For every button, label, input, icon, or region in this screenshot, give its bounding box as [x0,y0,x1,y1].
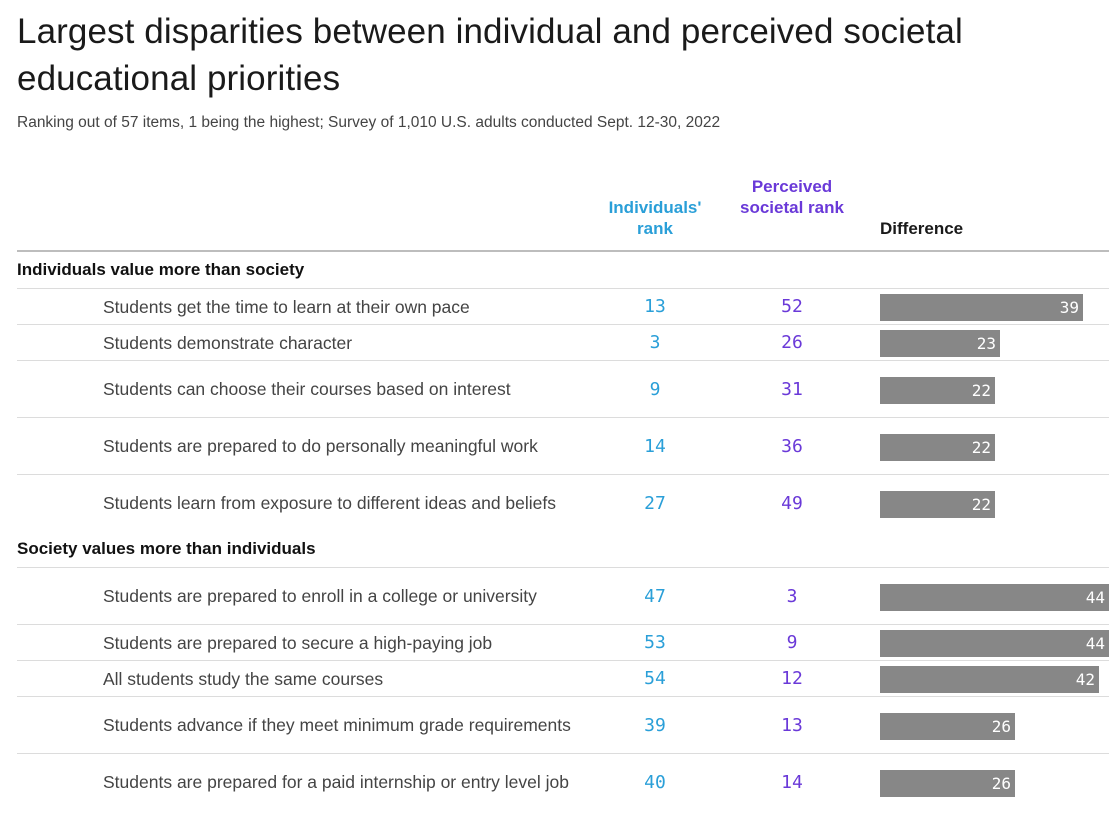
individuals-rank-value: 53 [644,632,666,653]
individuals-rank-value: 13 [644,296,666,317]
column-header-difference: Difference [880,219,964,238]
table-row: Students learn from exposure to differen… [17,474,1109,531]
individuals-rank-value: 27 [644,493,666,514]
row-divider [17,288,1109,289]
societal-rank-value: 49 [781,493,803,514]
difference-bar: 23 [880,330,1000,357]
difference-bar: 42 [880,666,1099,693]
difference-value: 44 [1085,634,1105,653]
difference-bar: 26 [880,770,1015,797]
difference-value: 44 [1085,588,1105,607]
row-label: Students are prepared for a paid interns… [103,772,569,792]
societal-rank-value: 13 [781,715,803,736]
row-divider [17,417,1109,418]
row-label: Students are prepared to do personally m… [103,436,538,456]
difference-value: 26 [991,717,1011,736]
difference-bar: 22 [880,434,995,461]
table-row: All students study the same courses 54 12 4… [17,660,1109,696]
individuals-rank-value: 40 [644,772,666,793]
row-label: Students are prepared to enroll in a col… [103,586,537,606]
table-row: Students are prepared to secure a high-p… [17,624,1109,660]
row-divider [17,360,1109,361]
individuals-rank-value: 14 [644,436,666,457]
table-row: Students are prepared to enroll in a col… [17,567,1109,624]
individuals-rank-value: 47 [644,586,666,607]
difference-bar: 26 [880,713,1015,740]
difference-value: 26 [991,774,1011,793]
societal-rank-value: 3 [786,586,798,607]
difference-bar: 39 [880,294,1083,321]
row-label: Students can choose their courses based … [103,379,511,399]
societal-rank-value: 12 [781,668,803,689]
table-row: Students are prepared for a paid interns… [17,753,1109,810]
row-label: Students demonstrate character [103,332,353,353]
column-header-perceived-societal-rank: Perceived societal rank [740,177,844,217]
societal-rank-value: 9 [786,632,798,653]
group-label: Society values more than individuals [17,539,316,558]
row-divider [17,624,1109,625]
row-divider [17,474,1109,475]
row-divider [17,567,1109,568]
row-divider [17,753,1109,754]
header-divider [17,250,1109,252]
row-label: Students are prepared to secure a high-p… [103,632,493,653]
row-divider [17,696,1109,697]
row-divider [17,324,1109,325]
table-row: Students advance if they meet minimum gr… [17,696,1109,753]
societal-rank-value: 31 [781,379,803,400]
societal-rank-value: 14 [781,772,803,793]
societal-rank-value: 52 [781,296,803,317]
table-row: Students get the time to learn at their … [17,288,1109,324]
chart-subtitle: Ranking out of 57 items, 1 being the hig… [17,114,721,131]
chart-title: Largest disparities between individual a… [17,12,963,98]
column-header-individuals-rank: Individuals' rank [608,198,702,238]
difference-bar: 22 [880,491,995,518]
individuals-rank-value: 3 [649,332,661,353]
row-divider [17,660,1109,661]
row-label: Students learn from exposure to differen… [103,493,557,513]
table-row: Students are prepared to do personally m… [17,417,1109,474]
difference-value: 22 [971,381,991,400]
table-row: Students demonstrate character 3 26 23 [17,324,1109,360]
individuals-rank-value: 9 [649,379,661,400]
row-label: Students advance if they meet minimum gr… [103,715,571,735]
difference-value: 22 [971,438,991,457]
difference-bar: 22 [880,377,995,404]
individuals-rank-value: 54 [644,668,666,689]
difference-value: 23 [976,334,996,353]
row-label: Students get the time to learn at their … [103,296,470,317]
societal-rank-value: 26 [781,332,803,353]
row-label: All students study the same courses [103,668,384,689]
difference-bar: 44 [880,630,1109,657]
table-row: Students can choose their courses based … [17,360,1109,417]
difference-value: 42 [1075,670,1095,689]
difference-bar: 44 [880,584,1109,611]
individuals-rank-value: 39 [644,715,666,736]
group-label: Individuals value more than society [17,260,305,279]
difference-value: 22 [971,495,991,514]
societal-rank-value: 36 [781,436,803,457]
difference-value: 39 [1059,298,1079,317]
